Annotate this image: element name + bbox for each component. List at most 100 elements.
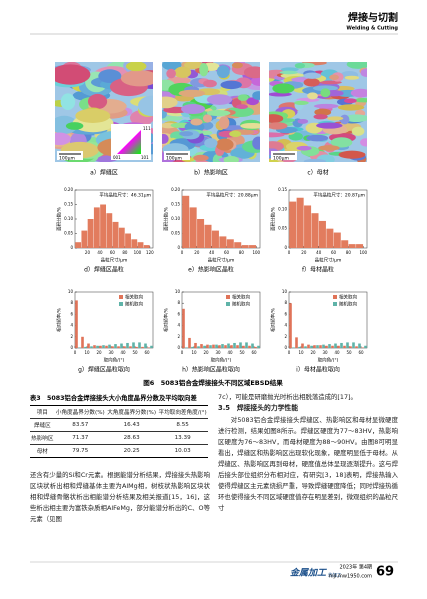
grain <box>343 114 367 123</box>
bar <box>230 345 233 348</box>
bar <box>292 347 295 348</box>
x-tick-label: 0 <box>288 350 291 355</box>
bar <box>245 342 248 348</box>
col-header: 项目 <box>30 405 55 419</box>
bar <box>75 242 82 248</box>
bar <box>125 233 131 248</box>
bar <box>239 342 242 348</box>
bar <box>319 345 322 348</box>
cell: 71.37 <box>54 431 106 445</box>
y-tick-label: 2 <box>284 334 287 339</box>
grain <box>236 104 248 110</box>
bar <box>114 344 117 348</box>
bar <box>289 201 297 248</box>
cell: 16.43 <box>105 418 158 432</box>
bar <box>182 308 185 348</box>
grain <box>339 114 350 125</box>
x-tick-label: 80 <box>122 250 128 255</box>
grain <box>237 94 249 101</box>
bar <box>112 221 119 248</box>
x-tick-label: 40 <box>227 350 233 355</box>
y-tick-label: 10 <box>282 289 288 294</box>
grain <box>303 158 327 162</box>
bar <box>206 344 209 348</box>
bar <box>241 245 249 248</box>
bar <box>87 343 90 348</box>
annotation: 平均晶粒尺寸：46.31μm <box>99 192 151 199</box>
bar <box>90 346 93 348</box>
y-tick-label: 2 <box>177 334 180 339</box>
bar <box>118 227 125 248</box>
x-tick-label: 120 <box>146 250 154 255</box>
grain <box>220 80 242 90</box>
bar <box>197 219 205 248</box>
ipf-label: 101 <box>141 155 149 160</box>
cell: 13.39 <box>157 431 208 445</box>
paragraph: 还含有少量的Si和Cr元素。根据能谱分析结果，焊接接头热影响区块状析出相和焊缝基… <box>30 471 210 523</box>
x-tick-label: 40 <box>97 250 103 255</box>
bar <box>93 207 100 248</box>
grain <box>316 122 343 129</box>
bar <box>96 345 99 348</box>
bar <box>233 342 236 348</box>
bar <box>126 342 129 348</box>
x-tick-label: 40 <box>120 350 126 355</box>
ebsd-map <box>55 62 153 162</box>
bar <box>361 347 364 348</box>
x-tick-label: 30 <box>322 350 328 355</box>
grain <box>206 110 231 117</box>
grain <box>269 122 288 130</box>
x-tick-label: 100 <box>359 250 367 255</box>
bar <box>325 345 328 348</box>
grain <box>181 104 206 115</box>
y-tick-label: 10 <box>68 289 74 294</box>
x-tick-label: 20 <box>194 250 200 255</box>
y-tick-label: 6 <box>70 311 73 316</box>
grain <box>162 133 169 144</box>
cell: 28.63 <box>105 431 158 445</box>
grain <box>351 126 365 136</box>
grain <box>318 145 340 151</box>
grain <box>202 114 213 123</box>
annotation: 平均晶粒尺寸：20.88μm <box>206 192 258 199</box>
x-tick-label: 40 <box>209 250 215 255</box>
grain <box>65 122 84 130</box>
bar <box>200 344 203 348</box>
bar <box>289 303 292 348</box>
grain <box>174 66 192 78</box>
grain <box>354 98 367 103</box>
bar <box>138 342 141 348</box>
legend-label: 随机取向 <box>125 301 143 308</box>
footer-issue: 2023年 第4期 <box>340 564 373 571</box>
bar <box>334 343 337 348</box>
ipf-label: 111 <box>143 126 151 131</box>
y-tick-label: 8 <box>284 300 287 305</box>
bar <box>132 342 135 348</box>
paragraph: 7c），可能是研磨抛光时析出相脱落造成的[17]。 <box>218 393 357 401</box>
grain <box>294 100 309 105</box>
bar <box>236 345 239 348</box>
y-tick-label: 10 <box>175 289 181 294</box>
grain <box>314 108 332 116</box>
grain <box>360 138 367 147</box>
bar <box>356 244 364 248</box>
grain <box>350 88 367 98</box>
bar <box>191 346 194 348</box>
bar <box>141 346 144 348</box>
annotation: 平均晶粒尺寸：20.87μm <box>313 192 365 199</box>
legend-swatch <box>333 295 337 299</box>
x-tick-label: 60 <box>144 350 150 355</box>
grain <box>344 75 360 80</box>
bar <box>106 213 113 248</box>
x-axis-label: 晶粒尺寸/μm <box>101 257 128 264</box>
journal-title: 焊接与切割 <box>348 11 398 24</box>
y-tick-label: 0.10 <box>64 216 73 221</box>
legend-swatch <box>226 295 230 299</box>
bar <box>189 207 197 248</box>
bar <box>111 346 114 348</box>
bar <box>313 345 316 348</box>
grain <box>87 93 108 110</box>
x-tick-label: 30 <box>108 350 114 355</box>
grain <box>252 91 260 100</box>
